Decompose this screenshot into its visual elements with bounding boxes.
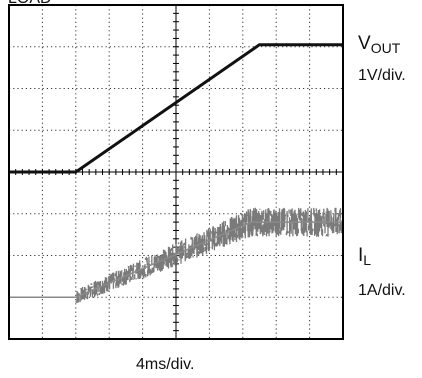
vout-subscript: OUT bbox=[370, 40, 401, 56]
il-label: IL bbox=[358, 245, 372, 268]
plot-frame bbox=[8, 4, 344, 340]
trace-layer bbox=[9, 43, 344, 303]
il-trace bbox=[9, 221, 343, 299]
il-subscript: L bbox=[363, 252, 372, 268]
vout-trace bbox=[9, 43, 343, 174]
x-scale-label: 4ms/div. bbox=[136, 356, 195, 373]
vout-scale-label: 1V/div. bbox=[358, 67, 406, 84]
vout-label: VOUT bbox=[358, 33, 401, 56]
vout-symbol: V bbox=[358, 33, 371, 54]
il-scale-label: 1A/div. bbox=[358, 282, 406, 299]
cropped-top-label: LOAD bbox=[8, 0, 52, 8]
il-symbol: I bbox=[358, 245, 364, 266]
